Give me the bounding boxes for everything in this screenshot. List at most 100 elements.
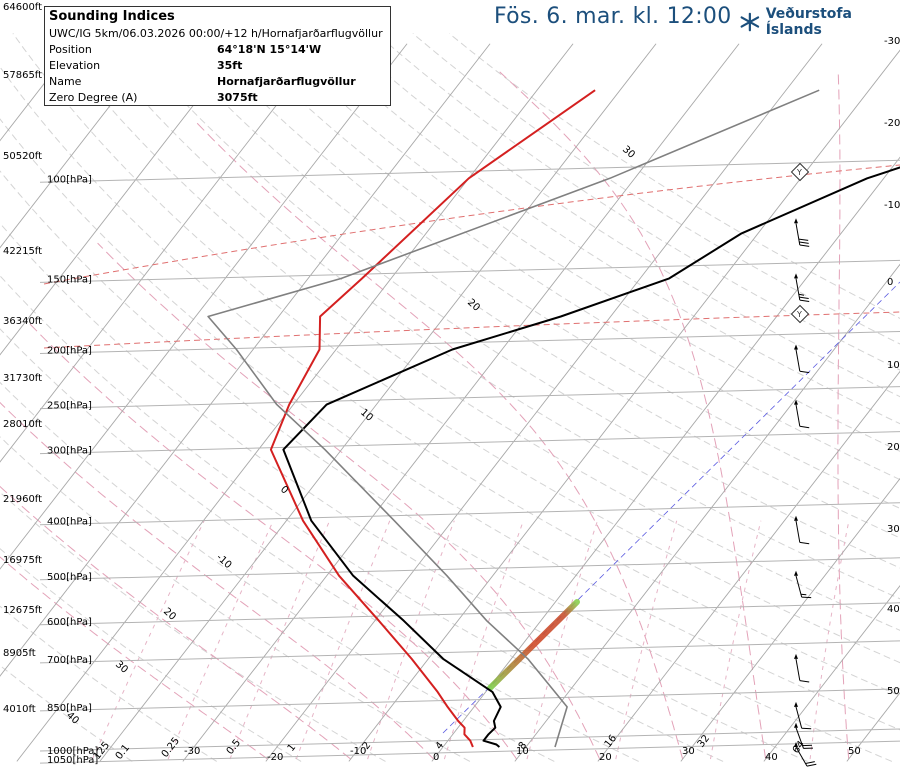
dry-adiabat xyxy=(0,491,386,762)
barb-station xyxy=(794,701,798,707)
isotherm xyxy=(846,692,900,762)
mixing-ratio-line xyxy=(526,520,598,760)
altitude-label: 16975ft xyxy=(3,555,42,566)
barb-flag xyxy=(799,244,810,247)
reference-lines xyxy=(43,164,900,734)
instability-band xyxy=(487,599,580,691)
barb-flag xyxy=(799,541,810,545)
marker-diamond xyxy=(790,304,810,324)
barb-flag xyxy=(798,238,809,241)
isotherm-label-right: 0 xyxy=(887,277,893,288)
mixing-ratio-label: 0.5 xyxy=(225,738,243,757)
altitude-label: 28010ft xyxy=(3,419,42,430)
isotherm-label-bottom: 0 xyxy=(433,752,439,763)
isotherm xyxy=(0,43,325,463)
mixing-ratio-line xyxy=(443,520,524,760)
barb-station xyxy=(794,218,798,224)
pressure-label: 100[hPa] xyxy=(47,174,92,185)
isotherm-label-bottom: 50 xyxy=(848,746,861,757)
barb-half xyxy=(800,593,807,596)
mixing-ratio-label: 8 xyxy=(517,740,530,752)
mixing-ratio-label: 2 xyxy=(361,740,374,752)
dry-adiabat-label: 30 xyxy=(620,144,637,161)
mixing-ratio-line xyxy=(91,520,205,760)
dry-adiabat xyxy=(448,33,900,319)
isobars xyxy=(39,159,900,764)
dry-adiabat xyxy=(48,33,900,631)
barb-flag xyxy=(805,761,815,764)
isotherm xyxy=(0,43,159,249)
barb-shaft xyxy=(795,746,808,767)
barb-shaft xyxy=(795,349,801,372)
isobar xyxy=(39,557,900,581)
isotherm xyxy=(0,43,491,677)
barb-station xyxy=(794,570,798,576)
info-value: 35ft xyxy=(217,59,243,72)
mixing-ratio-label: 1 xyxy=(286,742,299,754)
pressure-label: 1000[hPa] xyxy=(47,746,98,757)
barb-shaft xyxy=(795,223,801,246)
barb-station xyxy=(794,742,798,747)
mixing-ratio-line xyxy=(710,520,762,760)
moist-adiabat xyxy=(499,71,767,760)
isotherm-label-bottom: -10 xyxy=(350,746,366,757)
forecast-time-title: Fös. 6. mar. kl. 12:00 xyxy=(494,4,732,29)
barb-shaft xyxy=(795,575,803,598)
barb-flag xyxy=(799,241,809,244)
reference-red-dashed xyxy=(43,311,900,349)
info-box: Sounding Indices UWC/IG 5km/06.03.2026 0… xyxy=(44,6,391,106)
marker-diamond xyxy=(790,162,810,182)
sounding-series xyxy=(207,89,900,748)
isotherm xyxy=(265,43,823,762)
station-marker: Y xyxy=(790,162,810,182)
mixing-ratio-label: 125 xyxy=(92,740,112,762)
station-marker: Y xyxy=(790,304,810,324)
altitude-label: 64600ft xyxy=(3,2,42,13)
dry-adiabat xyxy=(0,548,302,762)
reference-blue-dashed xyxy=(442,281,900,734)
wind-barb xyxy=(794,701,812,730)
barb-shaft xyxy=(795,727,804,749)
mixing-ratio-lines xyxy=(91,520,850,760)
mixing-ratio-label: 16 xyxy=(603,733,620,750)
altitude-label: 36340ft xyxy=(3,316,42,327)
wind-barb xyxy=(794,399,810,429)
marker-glyph: Y xyxy=(796,310,802,319)
barb-station xyxy=(794,273,798,279)
isotherm xyxy=(0,43,408,570)
isobar xyxy=(39,740,900,764)
isotherm xyxy=(431,156,900,762)
info-row-position: Position 64°18'N 15°14'W xyxy=(49,42,386,58)
isotherm-label-right: -30 xyxy=(884,36,900,47)
dry-adiabat xyxy=(0,66,900,697)
isotherm-label-right: 10 xyxy=(887,360,900,371)
mixing-ratio-label: 4 xyxy=(434,740,447,752)
altitude-label: 50520ft xyxy=(3,151,42,162)
dry-adiabat xyxy=(303,33,900,425)
isotherm-label-bottom: -20 xyxy=(267,752,283,763)
barb-flag xyxy=(799,370,810,374)
isotherm-label-right: -10 xyxy=(884,200,900,211)
dry-adiabat xyxy=(230,33,900,481)
isobar xyxy=(39,431,900,455)
barb-flag xyxy=(799,680,810,683)
series-temperature xyxy=(269,89,596,748)
wind-barbs: YY xyxy=(790,162,817,767)
altitude-label: 21960ft xyxy=(3,494,42,505)
barb-flag xyxy=(799,425,810,429)
isotherm-label-bottom: 20 xyxy=(599,752,612,763)
barb-shaft xyxy=(795,520,801,543)
barb-shaft xyxy=(795,706,803,729)
info-source: UWC/IG 5km/06.03.2026 00:00/+12 h/Hornaf… xyxy=(49,27,383,40)
wind-barb xyxy=(794,570,812,599)
wind-barb xyxy=(794,344,810,374)
barb-station xyxy=(794,653,798,659)
pressure-label: 250[hPa] xyxy=(47,401,92,412)
isotherm xyxy=(597,370,900,762)
series-parcel xyxy=(207,89,820,748)
reference-red-dashed xyxy=(43,164,900,285)
series-dewpoint xyxy=(282,166,900,748)
dry-adiabat-label: 20 xyxy=(465,297,482,314)
isotherm-label-bottom: 30 xyxy=(682,746,695,757)
